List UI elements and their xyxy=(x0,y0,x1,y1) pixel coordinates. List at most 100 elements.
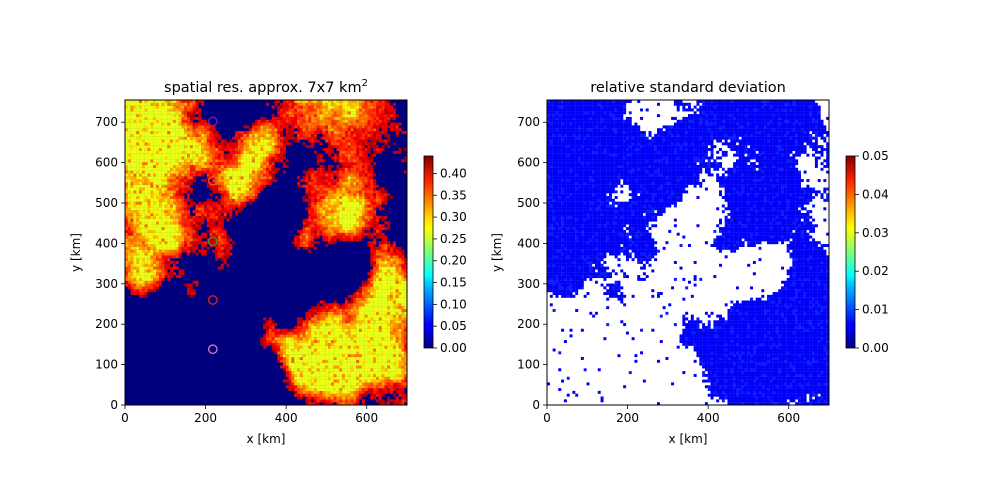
heatmap-cell xyxy=(237,207,241,211)
heatmap-cell xyxy=(308,173,312,177)
heatmap-cell xyxy=(223,252,227,256)
heatmap-cell xyxy=(234,150,238,154)
heatmap-cell xyxy=(291,371,295,375)
heatmap-cell xyxy=(209,229,213,233)
heatmap-cell xyxy=(136,269,140,273)
heatmap-cell xyxy=(367,170,371,174)
heatmap-cell xyxy=(147,176,151,180)
heatmap-cell xyxy=(187,136,191,140)
heatmap-cell xyxy=(294,351,298,355)
heatmap-cell xyxy=(130,159,134,163)
heatmap-cell xyxy=(226,201,230,205)
heatmap-cell xyxy=(302,362,306,366)
heatmap-cell xyxy=(175,187,179,191)
heatmap-cell xyxy=(361,179,365,183)
heatmap-cell xyxy=(347,373,351,377)
heatmap-cell xyxy=(254,179,258,183)
heatmap-cell xyxy=(353,393,357,397)
heatmap-cell xyxy=(195,227,199,231)
heatmap-cell xyxy=(308,190,312,194)
heatmap-cell xyxy=(359,323,363,327)
heatmap-cell xyxy=(257,190,261,194)
heatmap-cell xyxy=(370,244,374,247)
heatmap-cell xyxy=(189,241,193,245)
heatmap-cell xyxy=(378,252,382,256)
heatmap-cell xyxy=(384,379,388,383)
heatmap-cell xyxy=(139,167,143,171)
heatmap-cell xyxy=(226,252,230,256)
heatmap-cell xyxy=(308,325,312,329)
heatmap-cell xyxy=(297,371,300,375)
heatmap-cell xyxy=(285,159,289,163)
heatmap-cell xyxy=(333,331,337,335)
heatmap-cell xyxy=(170,249,174,253)
heatmap-cell xyxy=(172,159,176,163)
heatmap-cell xyxy=(356,337,360,341)
heatmap-cell xyxy=(192,241,196,245)
heatmap-cell xyxy=(195,235,199,239)
heatmap-cell xyxy=(136,280,140,284)
heatmap-cell xyxy=(313,368,317,372)
heatmap-cell xyxy=(367,337,371,341)
heatmap-cell xyxy=(404,269,407,273)
heatmap-cell xyxy=(127,255,131,259)
heatmap-cell xyxy=(158,241,162,245)
heatmap-cell xyxy=(175,164,179,168)
heatmap-cell xyxy=(308,323,312,327)
heatmap-cell xyxy=(218,148,222,151)
heatmap-cell xyxy=(350,133,354,137)
heatmap-cell xyxy=(271,328,275,332)
heatmap-cell xyxy=(130,215,134,219)
heatmap-cell xyxy=(370,184,374,188)
heatmap-cell xyxy=(257,164,261,168)
heatmap-cell xyxy=(234,179,238,183)
heatmap-cell xyxy=(347,162,351,166)
heatmap-cell xyxy=(353,162,357,166)
heatmap-cell xyxy=(361,342,365,346)
heatmap-cell xyxy=(378,388,382,392)
heatmap-cell xyxy=(367,300,371,304)
heatmap-cell xyxy=(330,198,334,202)
heatmap-cell xyxy=(246,179,250,183)
heatmap-cell xyxy=(322,382,326,386)
heatmap-cell xyxy=(361,289,365,293)
heatmap-cell xyxy=(390,277,394,281)
heatmap-cell xyxy=(266,156,269,160)
heatmap-cell xyxy=(305,311,309,315)
heatmap-cell xyxy=(187,210,191,214)
heatmap-cell xyxy=(215,170,219,174)
heatmap-cell xyxy=(189,224,193,228)
heatmap-cell xyxy=(266,328,269,332)
heatmap-cell xyxy=(387,359,391,363)
heatmap-cell xyxy=(288,371,292,375)
heatmap-cell xyxy=(392,260,396,264)
heatmap-cell xyxy=(342,371,346,375)
heatmap-cell xyxy=(130,181,134,185)
heatmap-cell xyxy=(311,388,315,392)
heatmap-cell xyxy=(172,210,176,214)
heatmap-cell xyxy=(215,184,219,188)
heatmap-cell xyxy=(316,365,320,369)
heatmap-cell xyxy=(167,164,171,168)
heatmap-cell xyxy=(328,173,332,177)
heatmap-cell xyxy=(198,148,202,151)
heatmap-cell xyxy=(195,215,199,219)
heatmap-cell xyxy=(305,365,309,369)
heatmap-cell xyxy=(387,139,391,143)
heatmap-cell xyxy=(350,317,354,321)
heatmap-cell xyxy=(322,179,326,183)
heatmap-cell xyxy=(378,249,382,253)
heatmap-cell xyxy=(313,379,317,383)
heatmap-cell xyxy=(356,359,360,363)
heatmap-cell xyxy=(401,371,405,375)
heatmap-cell xyxy=(234,153,238,157)
heatmap-cell xyxy=(161,139,165,143)
heatmap-cell xyxy=(215,173,219,177)
heatmap-cell xyxy=(223,241,227,245)
heatmap-cell xyxy=(344,136,348,140)
heatmap-cell xyxy=(178,142,182,146)
heatmap-cell xyxy=(130,221,134,225)
heatmap-cell xyxy=(305,246,309,250)
heatmap-cell xyxy=(313,393,317,397)
heatmap-cell xyxy=(398,275,402,279)
